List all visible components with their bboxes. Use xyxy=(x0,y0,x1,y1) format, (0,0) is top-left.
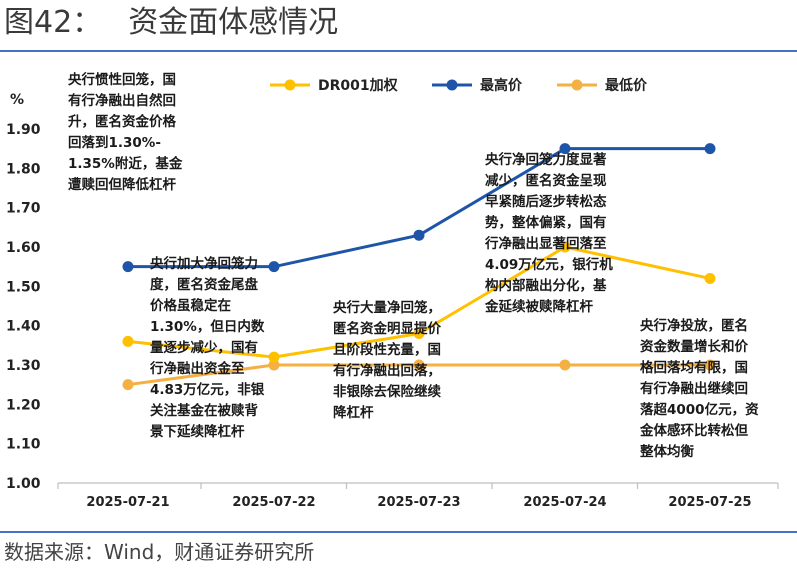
y-tick-label: 1.90 xyxy=(6,122,41,138)
annotation-line: 格回落均有限，国 xyxy=(640,359,748,376)
y-tick-label: 1.80 xyxy=(6,161,41,177)
annotation-line: 金延续被赎降杠杆 xyxy=(484,298,593,315)
annotation-line: 势，整体偏紧，国有 xyxy=(485,214,607,231)
annotation-line: 央行大量净回笼， xyxy=(333,299,441,316)
series-point xyxy=(704,143,716,155)
x-tick-label: 2025-07-22 xyxy=(232,495,315,510)
series-point xyxy=(413,328,425,340)
y-axis-unit-label: % xyxy=(10,92,24,108)
legend-swatch-marker xyxy=(446,79,458,91)
annotation-line: 1.35%附近，基金 xyxy=(68,155,183,172)
annotation-line: 整体均衡 xyxy=(640,443,694,460)
annotation-line: 量逐步减少，国有 xyxy=(150,339,258,356)
annotation-line: 1.30%，但日内数 xyxy=(150,318,265,335)
annotation-line: 落超4000亿元，资 xyxy=(640,401,759,418)
annotation-line: 央行净投放，匿名 xyxy=(640,317,748,334)
y-tick-label: 1.10 xyxy=(6,437,41,453)
legend-swatch-marker xyxy=(284,79,296,91)
annotation-line: 关注基金在被赎背 xyxy=(150,402,258,419)
legend-label: 最高价 xyxy=(480,77,523,94)
annotation-line: 且阶段性充量，国 xyxy=(333,341,441,358)
annotation-line: 央行净回笼力度显著 xyxy=(485,151,607,168)
figure-title: 图42： 资金面体感情况 xyxy=(4,4,338,42)
legend-swatch-marker xyxy=(571,79,583,91)
x-tick-label: 2025-07-23 xyxy=(377,495,460,510)
y-tick-label: 1.40 xyxy=(6,319,41,335)
top-rule xyxy=(0,50,797,52)
x-tick-label: 2025-07-25 xyxy=(668,495,751,510)
series-point xyxy=(122,335,134,347)
annotation-line: 价格虽稳定在 xyxy=(150,297,231,314)
series-point xyxy=(122,379,134,391)
series-point xyxy=(704,272,716,284)
annotation-line: 有行净融出回落， xyxy=(333,362,441,379)
annotation-line: 有行净融出继续回 xyxy=(640,380,748,397)
annotation-line: 减少，匿名资金呈现 xyxy=(485,172,607,189)
y-tick-label: 1.70 xyxy=(6,201,41,217)
y-tick-label: 1.20 xyxy=(6,397,41,413)
series-point xyxy=(268,261,280,273)
series-point xyxy=(122,261,134,273)
annotation-line: 遭赎回但降低杠杆 xyxy=(68,176,176,193)
series-point xyxy=(704,359,716,371)
y-tick-label: 1.30 xyxy=(6,358,41,374)
series-point xyxy=(559,143,571,155)
annotation-line: 有行净融出自然回 xyxy=(68,92,176,109)
series-point xyxy=(268,351,280,363)
figure-title-text: 资金面体感情况 xyxy=(128,5,339,40)
annotation-line: 4.83万亿元，非银 xyxy=(150,381,265,398)
y-tick-label: 1.60 xyxy=(6,240,41,256)
y-tick-label: 1.00 xyxy=(6,476,41,492)
annotation-line: 金体感环比转松但 xyxy=(639,422,748,439)
annotation-line: 资金数量增长和价 xyxy=(640,338,748,355)
annotation-line: 升，匿名资金价格 xyxy=(68,113,176,130)
annotation-line: 央行惯性回笼，国 xyxy=(68,71,176,88)
series-point xyxy=(559,241,571,253)
figure-number: 图42： xyxy=(4,5,103,40)
annotation-line: 降杠杆 xyxy=(333,404,374,421)
source-note: 数据来源：Wind，财通证券研究所 xyxy=(4,540,315,564)
annotation-line: 匿名资金明显提价 xyxy=(333,320,441,337)
annotation-line: 行净融出资金至 xyxy=(149,360,245,377)
bottom-rule xyxy=(0,531,797,533)
x-tick-label: 2025-07-21 xyxy=(86,495,169,510)
x-tick-label: 2025-07-24 xyxy=(523,495,606,510)
annotation-line: 度，匿名资金尾盘 xyxy=(150,276,258,293)
series-point xyxy=(559,359,571,371)
legend-label: 最低价 xyxy=(605,77,648,94)
annotation-line: 非银除去保险继续 xyxy=(333,383,441,400)
annotation-line: 早紧随后逐步转松态 xyxy=(485,193,607,210)
annotation-line: 构内部融出分化，基 xyxy=(485,277,607,294)
annotation-line: 景下延续降杠杆 xyxy=(150,423,245,440)
series-point xyxy=(268,359,280,371)
annotation-line: 央行加大净回笼力 xyxy=(150,255,258,272)
annotation-line: 4.09万亿元，银行机 xyxy=(485,256,613,273)
legend-label: DR001加权 xyxy=(318,77,399,94)
annotation-line: 回落到1.30%- xyxy=(68,134,161,151)
series-point xyxy=(413,229,425,241)
annotation-line: 行净融出显著回落至 xyxy=(484,235,607,252)
y-tick-label: 1.50 xyxy=(6,279,41,295)
series-line xyxy=(128,147,710,269)
series-point xyxy=(413,359,425,371)
